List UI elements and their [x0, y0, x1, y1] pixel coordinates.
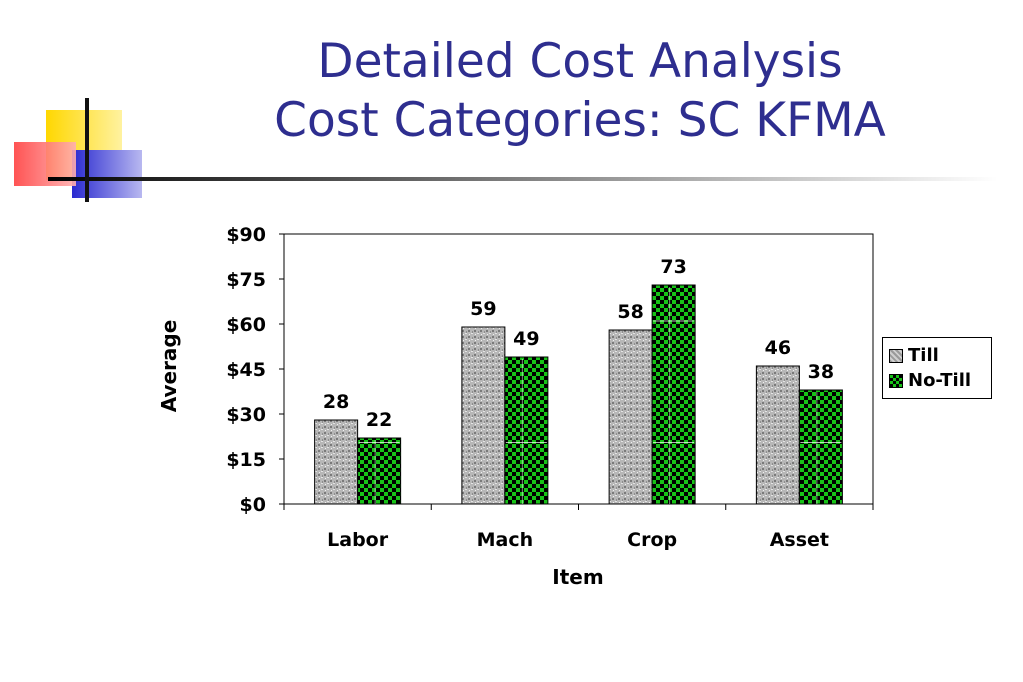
bar-no-till-asset — [798, 389, 843, 505]
data-label-till-crop: 58 — [617, 301, 643, 323]
y-tick-label: $90 — [226, 224, 266, 246]
data-label-no-till-asset: 38 — [808, 361, 834, 383]
y-tick-label: $75 — [226, 269, 266, 291]
y-tick-label: $45 — [226, 359, 266, 381]
legend-item-till: Till — [889, 343, 985, 368]
bar-till-asset — [755, 365, 800, 505]
data-label-till-labor: 28 — [323, 391, 349, 413]
y-tick-label: $0 — [240, 494, 266, 516]
x-tick-label: Asset — [770, 529, 829, 551]
bar-no-till-labor — [357, 437, 402, 505]
data-label-no-till-mach: 49 — [513, 328, 539, 350]
x-tick-label: Labor — [327, 529, 389, 551]
title-line-1: Detailed Cost Analysis — [317, 34, 843, 89]
x-tick-label: Mach — [477, 529, 534, 551]
legend-item-no-till: No-Till — [889, 368, 985, 393]
bar-till-labor — [314, 419, 359, 505]
data-label-till-asset: 46 — [765, 337, 791, 359]
bar-no-till-mach — [504, 356, 549, 505]
chart-legend: Till No-Till — [882, 337, 992, 399]
data-label-no-till-labor: 22 — [366, 409, 392, 431]
till-swatch-icon — [889, 348, 903, 363]
no-till-swatch-icon — [889, 373, 903, 388]
y-tick-label: $15 — [226, 449, 266, 471]
y-tick-label: $30 — [226, 404, 266, 426]
x-axis-title: Item — [552, 565, 603, 589]
legend-label-no-till: No-Till — [908, 370, 972, 391]
x-tick-label: Crop — [627, 529, 677, 551]
y-tick-label: $60 — [226, 314, 266, 336]
slide-title: Detailed Cost Analysis Cost Categories: … — [200, 32, 960, 150]
y-axis-title: Average — [157, 320, 181, 413]
legend-label-till: Till — [908, 345, 939, 366]
data-label-till-mach: 59 — [470, 298, 496, 320]
bar-till-mach — [461, 326, 506, 505]
data-label-no-till-crop: 73 — [660, 256, 686, 278]
bar-no-till-crop — [651, 284, 696, 505]
bar-till-crop — [608, 329, 653, 505]
title-line-2: Cost Categories: SC KFMA — [274, 93, 886, 148]
